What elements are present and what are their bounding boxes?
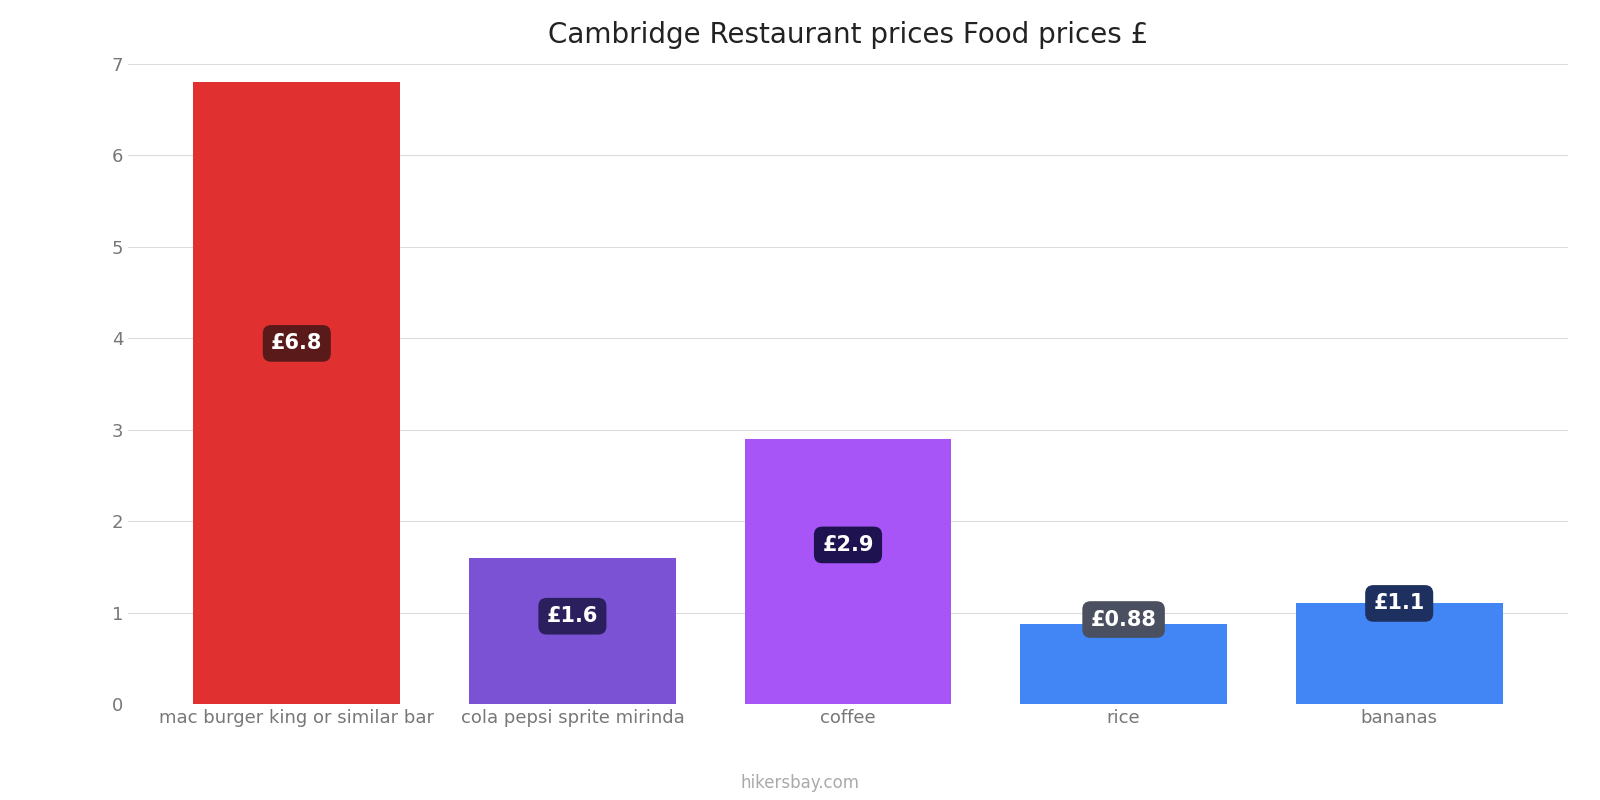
Bar: [1021, 623, 1227, 704]
Text: £1.6: £1.6: [547, 606, 598, 626]
Text: £1.1: £1.1: [1373, 594, 1426, 614]
Text: £0.88: £0.88: [1091, 610, 1157, 630]
Text: £6.8: £6.8: [270, 334, 323, 354]
Bar: [744, 439, 952, 704]
Bar: [194, 82, 400, 704]
Bar: [1296, 603, 1502, 704]
Text: hikersbay.com: hikersbay.com: [741, 774, 859, 792]
Bar: [469, 558, 675, 704]
Title: Cambridge Restaurant prices Food prices £: Cambridge Restaurant prices Food prices …: [547, 21, 1149, 49]
Text: £2.9: £2.9: [822, 535, 874, 555]
